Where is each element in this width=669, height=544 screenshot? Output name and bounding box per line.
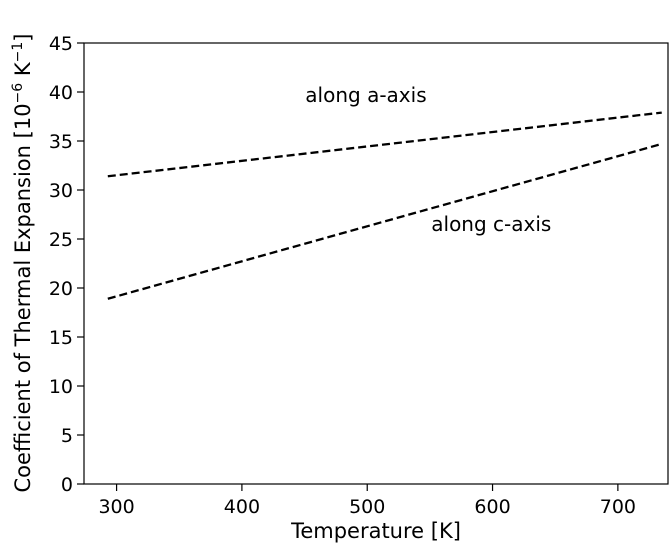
x-axis-ticks: 300 400 500 600 700 xyxy=(98,484,636,518)
y-axis-label-end: ] xyxy=(11,34,35,42)
x-tick-label: 700 xyxy=(600,496,636,518)
y-axis-ticks: 0 5 10 15 20 25 30 35 40 45 xyxy=(49,33,84,496)
y-tick-label: 40 xyxy=(49,82,73,104)
x-tick-label: 300 xyxy=(98,496,134,518)
x-tick-label: 400 xyxy=(224,496,260,518)
y-tick-label: 25 xyxy=(49,229,73,251)
annotation-1: along a-axis xyxy=(305,83,426,107)
x-tick-label: 500 xyxy=(349,496,385,518)
y-axis-label: Coefficient of Thermal Expansion [10−6 K… xyxy=(10,34,35,493)
y-axis-label-main: Coefficient of Thermal Expansion [10 xyxy=(11,103,35,492)
annotation-2: along c-axis xyxy=(431,212,551,236)
y-tick-label: 20 xyxy=(49,278,73,300)
series-line-1 xyxy=(107,111,662,178)
x-tick-label: 600 xyxy=(474,496,510,518)
annotation-layer: along a-axis along c-axis xyxy=(305,83,551,236)
y-tick-label: 15 xyxy=(49,327,73,349)
y-tick-label: 5 xyxy=(61,425,73,447)
y-tick-label: 30 xyxy=(49,180,73,202)
y-tick-label: 0 xyxy=(61,474,73,496)
y-tick-label: 45 xyxy=(49,33,73,55)
y-tick-label: 10 xyxy=(49,376,73,398)
plot-frame xyxy=(83,42,669,485)
y-axis-label-exponent-2: −1 xyxy=(10,42,26,63)
y-axis-label-mid: K xyxy=(11,61,35,83)
series-layer xyxy=(107,111,663,300)
y-tick-label: 35 xyxy=(49,131,73,153)
y-axis-label-exponent-1: −6 xyxy=(10,83,26,104)
x-axis-label: Temperature [K] xyxy=(290,519,461,543)
series-line-2 xyxy=(107,142,663,300)
